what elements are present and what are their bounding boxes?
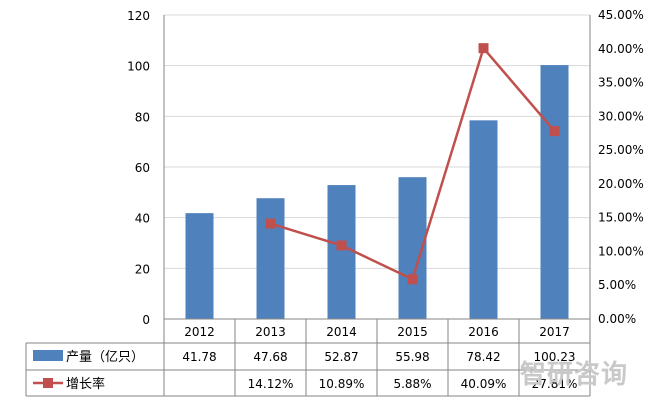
line-point xyxy=(265,218,276,229)
bar xyxy=(256,198,285,319)
y-right-tick-label: 40.00% xyxy=(598,42,644,56)
x-tick-label: 2015 xyxy=(397,325,428,339)
x-tick-label: 2012 xyxy=(184,325,215,339)
y-left-tick-label: 120 xyxy=(127,9,150,23)
y-left-tick-label: 40 xyxy=(135,212,150,226)
legend-label: 增长率 xyxy=(66,376,105,392)
bar xyxy=(327,185,356,319)
y-right-tick-label: 0.00% xyxy=(598,312,636,326)
y-left-tick-label: 80 xyxy=(135,110,150,124)
y-right-tick-label: 25.00% xyxy=(598,143,644,157)
y-left-tick-label: 0 xyxy=(142,313,150,327)
bar-series xyxy=(185,65,569,319)
legend-swatch-marker xyxy=(43,378,53,388)
watermark: 智研咨询 xyxy=(520,359,628,390)
data-label: 47.68 xyxy=(253,350,287,364)
y-left-tick-label: 20 xyxy=(135,262,150,276)
x-tick-label: 2017 xyxy=(539,325,570,339)
data-label: 41.78 xyxy=(182,350,216,364)
data-label: 78.42 xyxy=(466,350,500,364)
data-label: 14.12% xyxy=(248,377,294,391)
bar xyxy=(540,65,569,319)
axes: 0 20 40 60 80 100 120 0.00% 5.00% 10.00% 15.00% 20.… xyxy=(127,8,644,327)
line-point xyxy=(336,240,347,251)
data-label: 27.81% xyxy=(532,377,578,391)
bar xyxy=(469,120,498,319)
line-point xyxy=(407,274,418,285)
data-label: 5.88% xyxy=(393,377,431,391)
data-label: 52.87 xyxy=(324,350,358,364)
data-label: 40.09% xyxy=(461,377,507,391)
y-right-tick-label: 35.00% xyxy=(598,76,644,90)
y-right-tick-label: 20.00% xyxy=(598,177,644,191)
line-point xyxy=(549,126,560,137)
x-tick-label: 2016 xyxy=(468,325,499,339)
legend-label: 产量（亿只） xyxy=(66,350,144,365)
line-series xyxy=(265,43,560,285)
y-right-tick-label: 5.00% xyxy=(598,278,636,292)
data-label: 55.98 xyxy=(395,350,429,364)
line-point xyxy=(478,43,489,54)
x-tick-label: 2013 xyxy=(255,325,286,339)
y-right-tick-label: 15.00% xyxy=(598,211,644,225)
data-table: 2012 2013 2014 2015 2016 2017 产量（亿只） 增长率 41.78 47… xyxy=(25,318,591,397)
y-left-tick-label: 100 xyxy=(127,60,150,74)
x-tick-label: 2014 xyxy=(326,325,357,339)
bar xyxy=(185,213,214,319)
data-label: 10.89% xyxy=(319,377,365,391)
y-right-tick-label: 45.00% xyxy=(598,8,644,22)
gridlines xyxy=(164,14,590,320)
legend-swatch-bar xyxy=(33,350,63,361)
y-right-tick-label: 10.00% xyxy=(598,244,644,258)
data-label: 100.23 xyxy=(534,350,576,364)
y-left-tick-label: 60 xyxy=(135,161,150,175)
y-right-tick-label: 30.00% xyxy=(598,109,644,123)
